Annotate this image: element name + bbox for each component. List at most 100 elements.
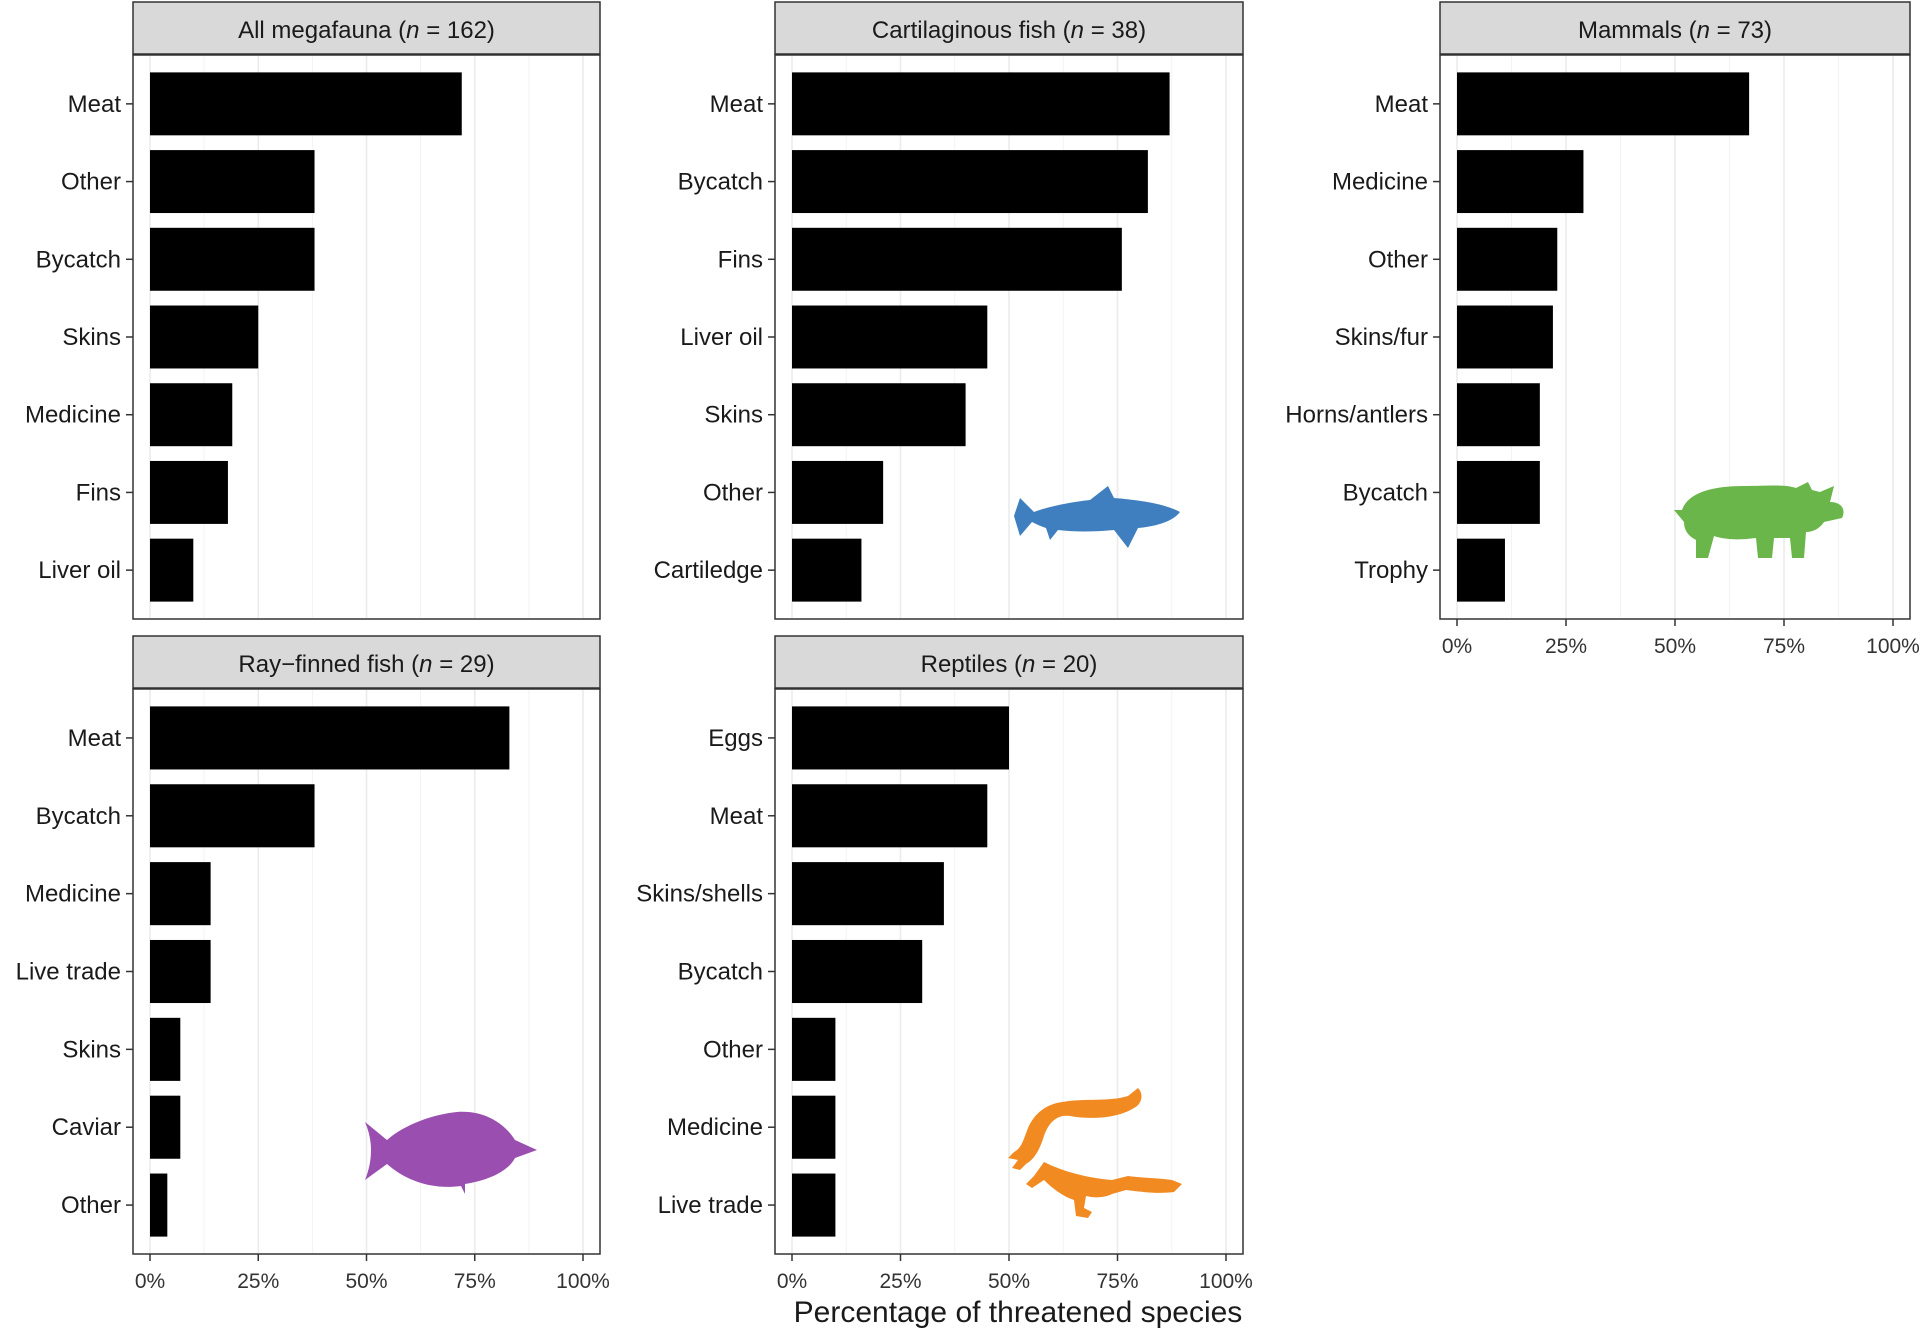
- facet-title: Mammals (n = 73): [1578, 17, 1772, 44]
- panel: Cartilaginous fish (n = 38) Meat Bycatch Fi…: [654, 1, 1244, 620]
- x-tick-label: 25%: [879, 1270, 921, 1293]
- panel: All megafauna (n = 162) Meat Other Bycatch S…: [25, 1, 601, 620]
- panel: Mammals (n = 73) Meat Medicine Other Skins/f…: [1285, 1, 1920, 658]
- bar: [792, 383, 966, 447]
- bar: [792, 1017, 836, 1081]
- category-label: Meat: [68, 91, 122, 118]
- category-label: Medicine: [1332, 169, 1428, 196]
- facet-title: Cartilaginous fish (n = 38): [872, 17, 1146, 44]
- bar: [1457, 150, 1584, 214]
- category-label: Skins/fur: [1335, 324, 1428, 351]
- bar: [792, 706, 1009, 770]
- category-label: Skins: [704, 402, 763, 429]
- bar: [150, 460, 228, 524]
- facet-title-part: = 162): [420, 17, 495, 44]
- facet-strip: [1439, 1, 1911, 55]
- crocodile-icon: [1008, 1088, 1182, 1218]
- bar: [792, 862, 944, 926]
- category-label: Other: [1368, 246, 1428, 273]
- crocodile-icon-shape: [1008, 1088, 1182, 1218]
- x-tick-label: 0%: [1442, 635, 1472, 658]
- fish-icon: [365, 1111, 537, 1194]
- shark-icon-shape: [1014, 486, 1180, 548]
- category-label: Other: [61, 169, 121, 196]
- bar: [150, 1173, 168, 1237]
- facet-title-n: n: [406, 17, 419, 44]
- facet-title-part: = 38): [1084, 17, 1146, 44]
- category-label: Skins: [62, 324, 121, 351]
- x-tick-label: 25%: [237, 1270, 279, 1293]
- facet-title: Ray−finned fish (n = 29): [238, 651, 494, 678]
- x-tick-label: 25%: [1545, 635, 1587, 658]
- panel: Reptiles (n = 20) Eggs Meat Skins/shells Byc…: [636, 635, 1253, 1293]
- bar: [150, 784, 315, 848]
- facet-strip: [132, 1, 601, 55]
- facet-title-part: Cartilaginous fish (: [872, 17, 1071, 44]
- bar: [1457, 460, 1540, 524]
- category-label: Fins: [76, 479, 121, 506]
- rhino-icon: [1674, 482, 1844, 558]
- category-label: Medicine: [25, 881, 121, 908]
- category-label: Fins: [718, 246, 763, 273]
- category-label: Bycatch: [1343, 479, 1428, 506]
- bar: [1457, 538, 1505, 602]
- facet-strip: [132, 635, 601, 689]
- category-label: Medicine: [25, 402, 121, 429]
- category-label: Eggs: [708, 725, 763, 752]
- x-tick-label: 0%: [135, 1270, 165, 1293]
- bar: [792, 1173, 836, 1237]
- category-label: Liver oil: [680, 324, 763, 351]
- facet-strip: [774, 635, 1244, 689]
- x-axis-title: Percentage of threatened species: [794, 1296, 1243, 1328]
- bar: [150, 383, 233, 447]
- category-label: Live trade: [16, 959, 121, 986]
- x-tick-label: 75%: [1763, 635, 1805, 658]
- category-label: Bycatch: [36, 803, 121, 830]
- bar: [792, 305, 988, 369]
- bar: [150, 706, 510, 770]
- category-label: Liver oil: [38, 557, 121, 584]
- bar: [150, 1095, 181, 1159]
- facet-title-n: n: [419, 651, 432, 678]
- category-label: Bycatch: [678, 169, 763, 196]
- bar: [1457, 383, 1540, 447]
- x-tick-label: 100%: [556, 1270, 610, 1293]
- bar: [792, 227, 1122, 291]
- category-label: Other: [61, 1192, 121, 1219]
- category-label: Other: [703, 1036, 763, 1063]
- shark-icon: [1014, 486, 1180, 548]
- category-label: Bycatch: [36, 246, 121, 273]
- facet-strip: [774, 1, 1244, 55]
- facet-title-n: n: [1022, 651, 1035, 678]
- category-label: Horns/antlers: [1285, 402, 1428, 429]
- category-label: Cartiledge: [654, 557, 763, 584]
- category-label: Skins/shells: [636, 881, 763, 908]
- bar: [150, 227, 315, 291]
- facet-title: All megafauna (n = 162): [238, 17, 495, 44]
- facet-title-part: = 20): [1035, 651, 1097, 678]
- bar: [150, 538, 194, 602]
- bar: [1457, 72, 1750, 136]
- category-label: Medicine: [667, 1114, 763, 1141]
- facet-title-part: Mammals (: [1578, 17, 1697, 44]
- facet-title: Reptiles (n = 20): [921, 651, 1098, 678]
- bar: [792, 72, 1170, 136]
- facet-title-part: = 29): [433, 651, 495, 678]
- x-tick-label: 50%: [1654, 635, 1696, 658]
- facet-title-n: n: [1697, 17, 1710, 44]
- bar: [792, 1095, 836, 1159]
- category-label: Meat: [68, 725, 122, 752]
- bar: [792, 460, 884, 524]
- category-label: Bycatch: [678, 959, 763, 986]
- x-tick-label: 100%: [1199, 1270, 1253, 1293]
- facet-title-part: = 73): [1710, 17, 1772, 44]
- facet-title-part: All megafauna (: [238, 17, 406, 44]
- bar: [150, 1017, 181, 1081]
- bar: [792, 150, 1148, 214]
- category-label: Meat: [710, 803, 764, 830]
- bar: [150, 150, 315, 214]
- bar: [792, 939, 923, 1004]
- x-tick-label: 75%: [454, 1270, 496, 1293]
- category-label: Trophy: [1354, 557, 1428, 584]
